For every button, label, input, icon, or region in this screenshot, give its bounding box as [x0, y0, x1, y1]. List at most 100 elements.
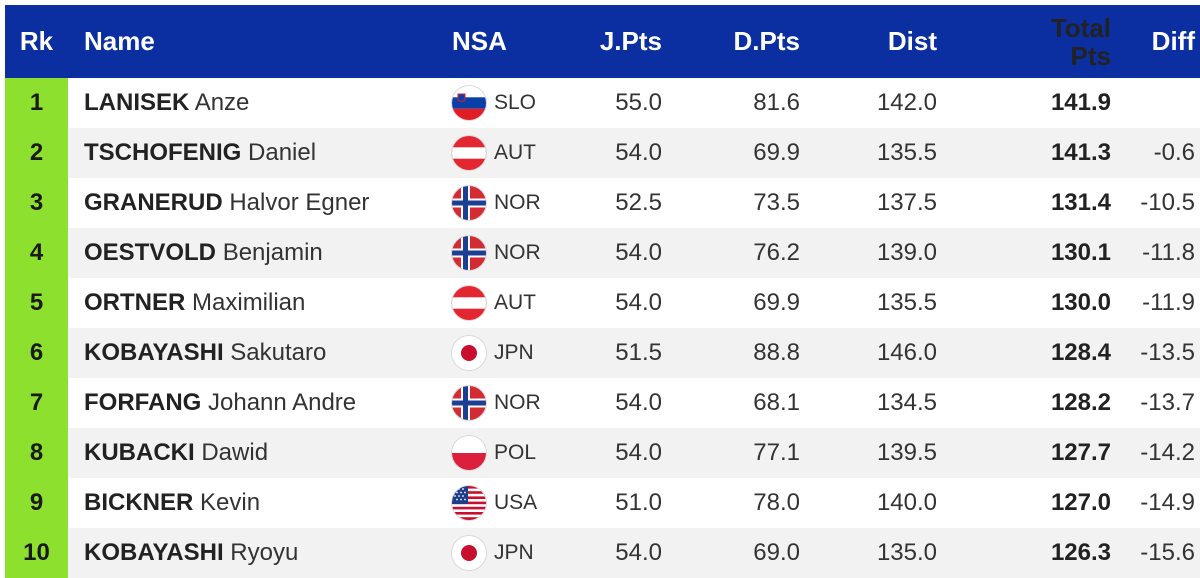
- athlete-first-name: Halvor Egner: [229, 189, 370, 216]
- athlete-name[interactable]: KOBAYASHI Sakutaro: [68, 339, 433, 367]
- nsa-code: NOR: [494, 191, 541, 214]
- dpts-cell: 69.0: [753, 539, 800, 566]
- athlete-last-name: TSCHOFENIG: [84, 139, 242, 166]
- total-cell: 127.0: [1050, 489, 1111, 516]
- nsa-code: USA: [494, 491, 538, 514]
- header-dpts[interactable]: D.Pts: [733, 26, 800, 56]
- dist-cell: 142.0: [876, 89, 937, 116]
- header-dist[interactable]: Dist: [887, 26, 937, 56]
- usa-flag-icon: [452, 486, 486, 520]
- norway-flag-icon: [452, 236, 486, 270]
- table-header: Rk Name NSA J.Pts D.Pts Dist Total Pts D…: [5, 5, 1200, 78]
- table-row[interactable]: 5 ORTNER Maximilian AUT 54.0 69.9 135.5 130.0-…: [5, 278, 1200, 328]
- nsa-cell: AUT: [433, 286, 551, 320]
- table-row[interactable]: 7 FORFANG Johann Andre NOR 54.0 68.1 134.5 128…: [5, 378, 1200, 428]
- nsa-cell: JPN: [433, 536, 551, 570]
- jpts-cell: 51.0: [615, 489, 662, 516]
- total-cell: 126.3: [1050, 539, 1111, 566]
- nsa-code: JPN: [494, 341, 534, 364]
- nsa-cell: USA: [433, 486, 551, 520]
- nsa-cell: NOR: [433, 236, 551, 270]
- athlete-first-name: Sakutaro: [230, 339, 327, 366]
- athlete-name[interactable]: OESTVOLD Benjamin: [68, 239, 433, 267]
- table-row[interactable]: 9 BICKNER Kevin USA 51.0 78.0 140.0 127.0 -14.9: [5, 478, 1200, 528]
- total-cell: 141.3: [1050, 139, 1111, 166]
- jpts-cell: 54.0: [615, 289, 662, 316]
- athlete-name[interactable]: BICKNER Kevin: [68, 489, 433, 517]
- dpts-cell: 73.5: [753, 189, 800, 216]
- total-cell: 141.9: [1050, 89, 1111, 116]
- header-name[interactable]: Name: [84, 26, 155, 56]
- diff-cell: -13.7: [1140, 389, 1195, 416]
- dpts-cell: 81.6: [753, 89, 800, 116]
- athlete-name[interactable]: TSCHOFENIG Daniel: [68, 139, 433, 167]
- athlete-name[interactable]: GRANERUD Halvor Egner: [68, 189, 433, 217]
- header-total-line2: Pts: [1070, 40, 1111, 71]
- rank-cell: 7: [5, 378, 68, 428]
- rank-cell: 6: [5, 328, 68, 378]
- dist-cell: 135.5: [876, 289, 937, 316]
- athlete-last-name: KUBACKI: [84, 439, 195, 466]
- athlete-first-name: Dawid: [201, 439, 269, 466]
- table-row[interactable]: 2 TSCHOFENIG Daniel AUT 54.0 69.9 135.5 141.3-…: [5, 128, 1200, 178]
- dist-cell: 139.5: [876, 439, 937, 466]
- jpts-cell: 54.0: [615, 389, 662, 416]
- japan-flag-icon: [452, 336, 486, 370]
- dpts-cell: 69.9: [753, 139, 800, 166]
- athlete-first-name: Benjamin: [222, 239, 323, 266]
- total-cell: 131.4: [1050, 189, 1111, 216]
- diff-cell: -13.5: [1140, 339, 1195, 366]
- diff-cell: -15.6: [1140, 539, 1195, 566]
- nsa-code: AUT: [494, 291, 536, 314]
- total-cell: 130.1: [1050, 239, 1111, 266]
- jpts-cell: 54.0: [615, 439, 662, 466]
- table-row[interactable]: 8 KUBACKI Dawid POL 54.0 77.1 139.5 127.7 -14.2: [5, 428, 1200, 478]
- header-total[interactable]: Total Pts: [937, 14, 1111, 70]
- dist-cell: 135.0: [876, 539, 937, 566]
- header-nsa[interactable]: NSA: [452, 26, 507, 56]
- dpts-cell: 68.1: [753, 389, 800, 416]
- athlete-name[interactable]: KOBAYASHI Ryoyu: [68, 539, 433, 567]
- header-diff[interactable]: Diff: [1151, 26, 1195, 56]
- poland-flag-icon: [452, 436, 486, 470]
- dpts-cell: 69.9: [753, 289, 800, 316]
- diff-cell: -0.6: [1153, 139, 1195, 166]
- athlete-name[interactable]: ORTNER Maximilian: [68, 289, 433, 317]
- athlete-name[interactable]: FORFANG Johann Andre: [68, 389, 433, 417]
- athlete-name[interactable]: KUBACKI Dawid: [68, 439, 433, 467]
- dist-cell: 146.0: [876, 339, 937, 366]
- dpts-cell: 78.0: [753, 489, 800, 516]
- jpts-cell: 52.5: [615, 189, 662, 216]
- dist-cell: 140.0: [876, 489, 937, 516]
- athlete-last-name: GRANERUD: [84, 189, 223, 216]
- table-row[interactable]: 3 GRANERUD Halvor Egner NOR 52.5 73.5 137.5 13…: [5, 178, 1200, 228]
- nsa-code: SLO: [494, 91, 537, 114]
- nsa-cell: JPN: [433, 336, 551, 370]
- table-row[interactable]: 6 KOBAYASHI Sakutaro JPN 51.5 88.8 146.0 128.4…: [5, 328, 1200, 378]
- athlete-last-name: LANISEK: [84, 89, 190, 116]
- nsa-cell: AUT: [433, 136, 551, 170]
- athlete-last-name: KOBAYASHI: [84, 539, 224, 566]
- slovenia-flag-icon: [452, 86, 486, 120]
- norway-flag-icon: [452, 186, 486, 220]
- rank-cell: 5: [5, 278, 68, 328]
- athlete-last-name: ORTNER: [84, 289, 186, 316]
- table-row[interactable]: 4 OESTVOLD Benjamin NOR 54.0 76.2 139.0 130.1-…: [5, 228, 1200, 278]
- athlete-first-name: Johann Andre: [208, 389, 357, 416]
- header-rank[interactable]: Rk: [19, 26, 54, 56]
- total-cell: 128.2: [1050, 389, 1111, 416]
- norway-flag-icon: [452, 386, 486, 420]
- table-row[interactable]: 1 LANISEK Anze SLO 55.0 81.6 142.0 141.9: [5, 78, 1200, 128]
- header-jpts[interactable]: J.Pts: [599, 26, 662, 56]
- table-row[interactable]: 10 KOBAYASHI Ryoyu JPN 54.0 69.0 135.0 126.3 -1…: [5, 528, 1200, 578]
- nsa-cell: NOR: [433, 386, 551, 420]
- dist-cell: 137.5: [876, 189, 937, 216]
- jpts-cell: 54.0: [615, 139, 662, 166]
- nsa-code: JPN: [494, 541, 534, 564]
- dpts-cell: 77.1: [753, 439, 800, 466]
- athlete-name[interactable]: LANISEK Anze: [68, 89, 433, 117]
- rank-cell: 4: [5, 228, 68, 278]
- dist-cell: 134.5: [876, 389, 937, 416]
- dpts-cell: 76.2: [753, 239, 800, 266]
- diff-cell: -11.9: [1142, 289, 1195, 316]
